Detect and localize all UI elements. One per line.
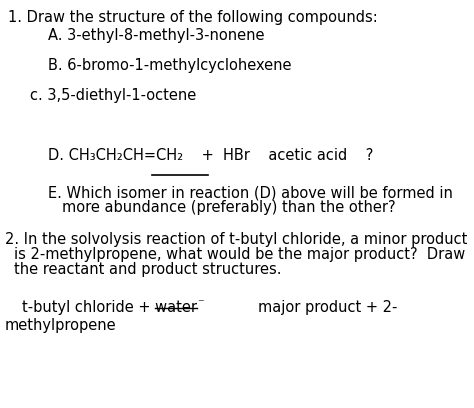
Text: the reactant and product structures.: the reactant and product structures.	[14, 262, 282, 277]
Text: c. 3,5-diethyl-1-octene: c. 3,5-diethyl-1-octene	[30, 88, 196, 103]
Text: D. CH₃CH₂CH=CH₂    +  HBr    acetic acid    ?: D. CH₃CH₂CH=CH₂ + HBr acetic acid ?	[48, 148, 374, 163]
Text: t-butyl chloride + water: t-butyl chloride + water	[22, 300, 197, 315]
Text: is 2-methylpropene, what would be the major product?  Draw: is 2-methylpropene, what would be the ma…	[14, 247, 465, 262]
Text: major product + 2-: major product + 2-	[258, 300, 397, 315]
Text: B. 6-bromo-1-methylcyclohexene: B. 6-bromo-1-methylcyclohexene	[48, 58, 292, 73]
Text: more abundance (preferably) than the other?: more abundance (preferably) than the oth…	[62, 200, 396, 215]
Text: 2. In the solvolysis reaction of t-butyl chloride, a minor product: 2. In the solvolysis reaction of t-butyl…	[5, 232, 467, 247]
Text: ⁻: ⁻	[197, 297, 204, 310]
Text: methylpropene: methylpropene	[5, 318, 117, 333]
Text: E. Which isomer in reaction (D) above will be formed in: E. Which isomer in reaction (D) above wi…	[48, 185, 453, 200]
Text: A. 3-ethyl-8-methyl-3-nonene: A. 3-ethyl-8-methyl-3-nonene	[48, 28, 264, 43]
Text: 1. Draw the structure of the following compounds:: 1. Draw the structure of the following c…	[8, 10, 378, 25]
